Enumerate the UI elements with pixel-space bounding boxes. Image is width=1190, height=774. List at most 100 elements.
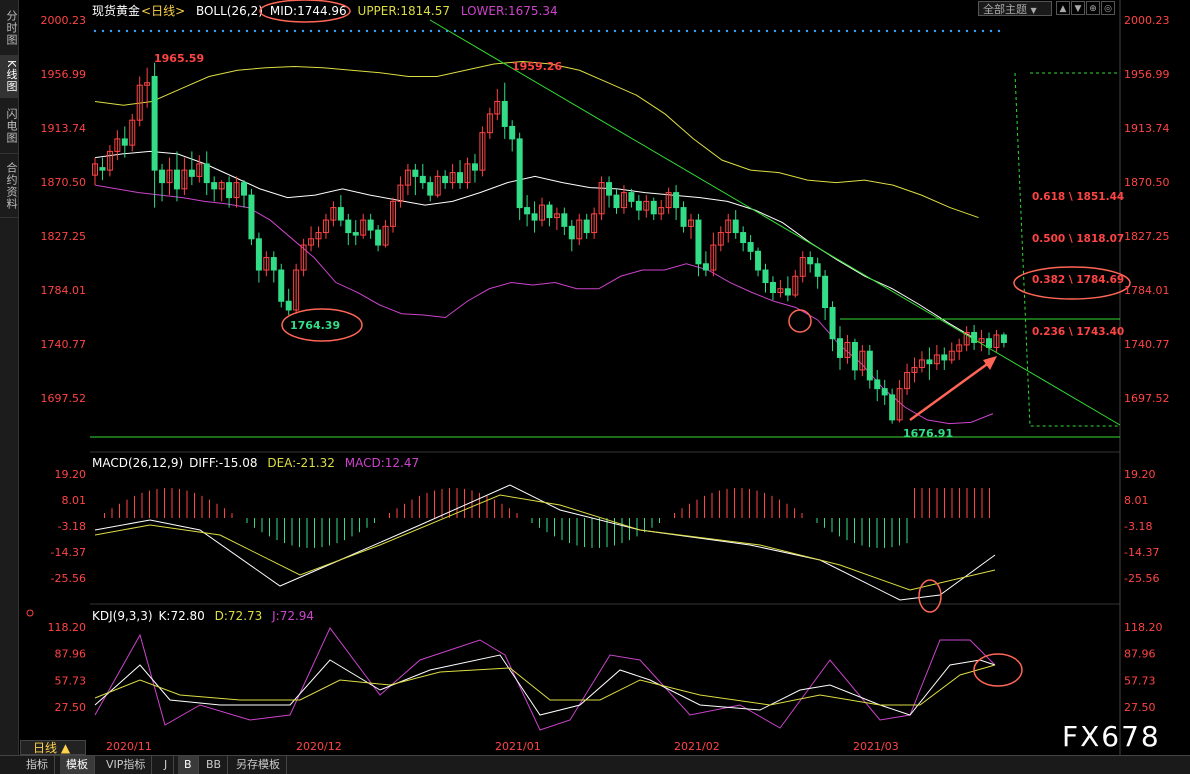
candle-body bbox=[993, 334, 1000, 348]
kdj-tick-right: 118.20 bbox=[1124, 621, 1163, 634]
low-price-label: 1676.91 bbox=[903, 427, 953, 440]
candle-body bbox=[933, 354, 940, 365]
top-dot bbox=[477, 29, 481, 33]
annotation-ellipse bbox=[973, 653, 1023, 687]
macd-label: MACD(26,12,9) bbox=[92, 456, 184, 470]
period-button[interactable]: 日线 ▲ bbox=[20, 740, 86, 755]
kdj-d-line bbox=[94, 664, 996, 706]
candle-body bbox=[732, 219, 739, 234]
top-dot bbox=[733, 29, 737, 33]
candle-body bbox=[702, 263, 709, 271]
candle-body bbox=[404, 169, 411, 186]
kdj-tick-right: 57.73 bbox=[1124, 674, 1156, 687]
chevron-down-icon: ▼ bbox=[1030, 6, 1037, 15]
top-dot bbox=[181, 29, 185, 33]
top-dot bbox=[117, 29, 121, 33]
zoom-in-icon[interactable]: ⊕ bbox=[1086, 1, 1100, 15]
macd-diff: DIFF:-15.08 bbox=[189, 456, 258, 470]
candle-body bbox=[889, 394, 896, 421]
top-dot bbox=[285, 29, 289, 33]
candle-body bbox=[777, 288, 784, 294]
tab-b[interactable]: B bbox=[178, 756, 199, 774]
top-dot bbox=[885, 29, 889, 33]
annotation-ellipse bbox=[1013, 266, 1131, 300]
top-dot bbox=[621, 29, 625, 33]
top-dot bbox=[93, 29, 97, 33]
tab-save-template[interactable]: 另存模板 bbox=[230, 756, 287, 774]
tab-vip-indicators[interactable]: VIP指标 bbox=[100, 756, 153, 774]
candle-body bbox=[956, 344, 963, 352]
macd-value: MACD:12.47 bbox=[344, 456, 420, 470]
theme-label: 全部主题 bbox=[983, 3, 1027, 16]
annotation-ellipse bbox=[281, 308, 363, 342]
tab-timeshare[interactable]: 分时图 bbox=[0, 0, 18, 56]
top-dot bbox=[965, 29, 969, 33]
kdj-tick-right: 27.50 bbox=[1124, 701, 1156, 714]
candle-body bbox=[293, 269, 300, 311]
candle-body bbox=[896, 388, 903, 421]
candle-body bbox=[822, 275, 829, 308]
candle-body bbox=[315, 232, 322, 240]
candle-body bbox=[837, 338, 843, 358]
top-dot bbox=[533, 29, 537, 33]
tab-j[interactable]: J bbox=[158, 756, 175, 774]
candle-body bbox=[337, 207, 344, 221]
scroll-down-icon[interactable]: ▼ bbox=[1071, 1, 1085, 15]
top-dot bbox=[373, 29, 377, 33]
boll-label: BOLL(26,2) bbox=[195, 4, 263, 18]
macd-tick-right: 19.20 bbox=[1124, 468, 1156, 481]
top-dot bbox=[421, 29, 425, 33]
top-dot bbox=[269, 29, 273, 33]
candle-body bbox=[524, 207, 531, 215]
theme-dropdown[interactable]: 全部主题 ▼ bbox=[978, 1, 1052, 16]
candle-body bbox=[926, 359, 933, 365]
candle-body bbox=[419, 175, 426, 184]
candle-body bbox=[628, 192, 635, 202]
top-dot bbox=[317, 29, 321, 33]
top-dot bbox=[933, 29, 937, 33]
tab-kline[interactable]: K线图 bbox=[0, 56, 18, 98]
top-dot bbox=[805, 29, 809, 33]
top-dot bbox=[605, 29, 609, 33]
candlestick-chart[interactable]: 1965.59 1959.26 1764.39 1676.91 0.618 \ 1851… bbox=[0, 0, 1190, 755]
top-dot bbox=[189, 29, 193, 33]
kdj-tick-left: 87.96 bbox=[55, 648, 87, 661]
top-dot bbox=[669, 29, 673, 33]
top-dot bbox=[789, 29, 793, 33]
candle-body bbox=[114, 138, 121, 152]
top-dot bbox=[637, 29, 641, 33]
top-dot bbox=[661, 29, 665, 33]
tab-flash[interactable]: 闪电图 bbox=[0, 98, 18, 154]
kdj-label: KDJ(9,3,3) bbox=[92, 609, 153, 623]
price-tick-left: 2000.23 bbox=[41, 14, 87, 27]
candle-body bbox=[740, 232, 747, 244]
candle-body bbox=[471, 163, 478, 171]
candle-body bbox=[330, 207, 337, 221]
kdj-k-line bbox=[94, 654, 996, 716]
zoom-out-icon[interactable]: ◎ bbox=[1101, 1, 1115, 15]
kdj-j: J:72.94 bbox=[272, 609, 315, 623]
tab-templates[interactable]: 模板 bbox=[60, 756, 95, 774]
top-dot bbox=[629, 29, 633, 33]
candle-body bbox=[844, 341, 851, 358]
tab-contract-info[interactable]: 合约资料 bbox=[0, 154, 18, 218]
kdj-tick-left: 27.50 bbox=[55, 701, 87, 714]
candle-body bbox=[658, 207, 665, 215]
tab-indicators[interactable]: 指标 bbox=[20, 756, 55, 774]
fib-level-label: 0.236 \ 1743.40 bbox=[1032, 326, 1124, 338]
top-dot bbox=[173, 29, 177, 33]
top-dot bbox=[541, 29, 545, 33]
top-dot bbox=[141, 29, 145, 33]
high-price-label: 1965.59 bbox=[154, 52, 204, 65]
top-dot bbox=[333, 29, 337, 33]
top-dot bbox=[165, 29, 169, 33]
top-dot bbox=[861, 29, 865, 33]
top-dot bbox=[301, 29, 305, 33]
candle-body bbox=[367, 219, 374, 231]
tab-bb[interactable]: BB bbox=[200, 756, 229, 774]
top-dot bbox=[949, 29, 953, 33]
low-price-label: 1764.39 bbox=[290, 319, 340, 332]
scroll-up-icon[interactable]: ▲ bbox=[1056, 1, 1070, 15]
candle-body bbox=[680, 207, 687, 227]
top-dot bbox=[725, 29, 729, 33]
